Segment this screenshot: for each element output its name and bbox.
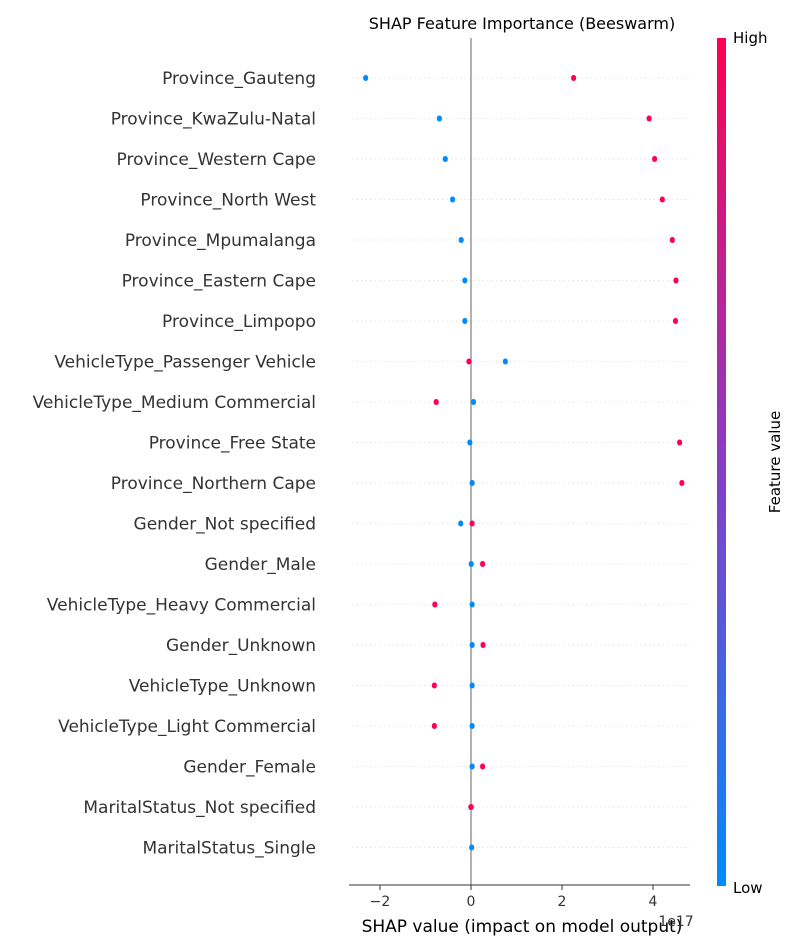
feature-label: Province_Mpumalanga bbox=[125, 231, 316, 251]
shap-cluster bbox=[469, 682, 475, 689]
feature-label: MaritalStatus_Single bbox=[142, 839, 316, 859]
shap-cluster bbox=[502, 358, 508, 365]
shap-cluster bbox=[462, 277, 468, 284]
feature-label: VehicleType_Medium Commercial bbox=[33, 393, 316, 413]
feature-label: Province_Western Cape bbox=[117, 150, 317, 170]
feature-labels: Province_Gauteng Province_KwaZulu-Natal Pr… bbox=[33, 69, 317, 859]
colorbar-title: Feature value bbox=[766, 411, 784, 513]
row-grid-lines bbox=[352, 77, 690, 848]
shap-cluster bbox=[679, 480, 685, 486]
shap-cluster bbox=[471, 399, 476, 405]
x-axis-scale-note: 1e17 bbox=[658, 914, 693, 930]
x-axis-ticks: −2 0 2 4 bbox=[370, 885, 658, 910]
feature-label: Gender_Not specified bbox=[134, 515, 316, 535]
chart-title: SHAP Feature Importance (Beeswarm) bbox=[369, 14, 675, 33]
shap-cluster bbox=[363, 75, 369, 81]
feature-label: Gender_Male bbox=[205, 555, 316, 575]
shap-cluster bbox=[431, 682, 437, 689]
shap-cluster bbox=[652, 156, 658, 162]
shap-cluster bbox=[646, 115, 652, 122]
shap-cluster bbox=[462, 318, 468, 324]
feature-label: Province_Limpopo bbox=[162, 312, 316, 332]
shap-cluster bbox=[659, 196, 665, 203]
shap-cluster bbox=[469, 520, 475, 527]
shap-cluster bbox=[480, 642, 486, 648]
feature-label: Province_Gauteng bbox=[162, 69, 316, 89]
feature-label: Province_Free State bbox=[149, 434, 316, 454]
shap-cluster bbox=[458, 520, 464, 527]
x-tick-label: 0 bbox=[467, 894, 476, 910]
colorbar bbox=[717, 38, 726, 886]
shap-cluster bbox=[469, 844, 475, 851]
shap-cluster bbox=[458, 237, 464, 243]
shap-cluster bbox=[442, 156, 448, 162]
feature-label: VehicleType_Unknown bbox=[129, 677, 316, 697]
shap-cluster bbox=[571, 75, 577, 81]
shap-cluster bbox=[469, 763, 475, 770]
shap-cluster bbox=[469, 480, 475, 486]
shap-cluster bbox=[480, 561, 486, 567]
shap-cluster bbox=[468, 561, 474, 567]
x-axis-label: SHAP value (impact on model output) bbox=[362, 917, 683, 937]
shap-cluster bbox=[669, 237, 675, 243]
shap-cluster bbox=[436, 115, 442, 122]
feature-label: Province_Northern Cape bbox=[111, 474, 316, 494]
feature-label: VehicleType_Passenger Vehicle bbox=[54, 353, 316, 373]
feature-label: VehicleType_Light Commercial bbox=[58, 717, 316, 737]
feature-label: VehicleType_Heavy Commercial bbox=[47, 596, 316, 616]
feature-label: Gender_Female bbox=[183, 758, 316, 778]
shap-cluster bbox=[480, 763, 486, 770]
shap-cluster bbox=[466, 358, 472, 365]
colorbar-low-label: Low bbox=[733, 879, 763, 897]
shap-cluster bbox=[673, 277, 679, 284]
shap-cluster bbox=[432, 601, 438, 608]
shap-cluster bbox=[469, 642, 475, 648]
shap-cluster bbox=[469, 601, 475, 608]
shap-cluster bbox=[677, 439, 683, 446]
x-tick-label: 4 bbox=[649, 894, 658, 910]
x-tick-label: −2 bbox=[370, 894, 391, 910]
shap-cluster bbox=[450, 196, 456, 203]
colorbar-high-label: High bbox=[733, 29, 767, 47]
shap-cluster bbox=[673, 318, 679, 324]
shap-cluster bbox=[433, 399, 439, 405]
feature-label: MaritalStatus_Not specified bbox=[83, 798, 316, 818]
shap-cluster bbox=[468, 804, 474, 810]
feature-label: Province_Eastern Cape bbox=[122, 272, 316, 292]
shap-cluster bbox=[431, 723, 437, 729]
shap-cluster bbox=[467, 439, 473, 446]
shap-cluster bbox=[469, 723, 475, 729]
feature-label: Province_KwaZulu-Natal bbox=[111, 110, 316, 130]
feature-label: Gender_Unknown bbox=[166, 636, 316, 656]
feature-label: Province_North West bbox=[140, 191, 316, 211]
shap-points bbox=[363, 75, 685, 851]
x-tick-label: 2 bbox=[558, 894, 567, 910]
